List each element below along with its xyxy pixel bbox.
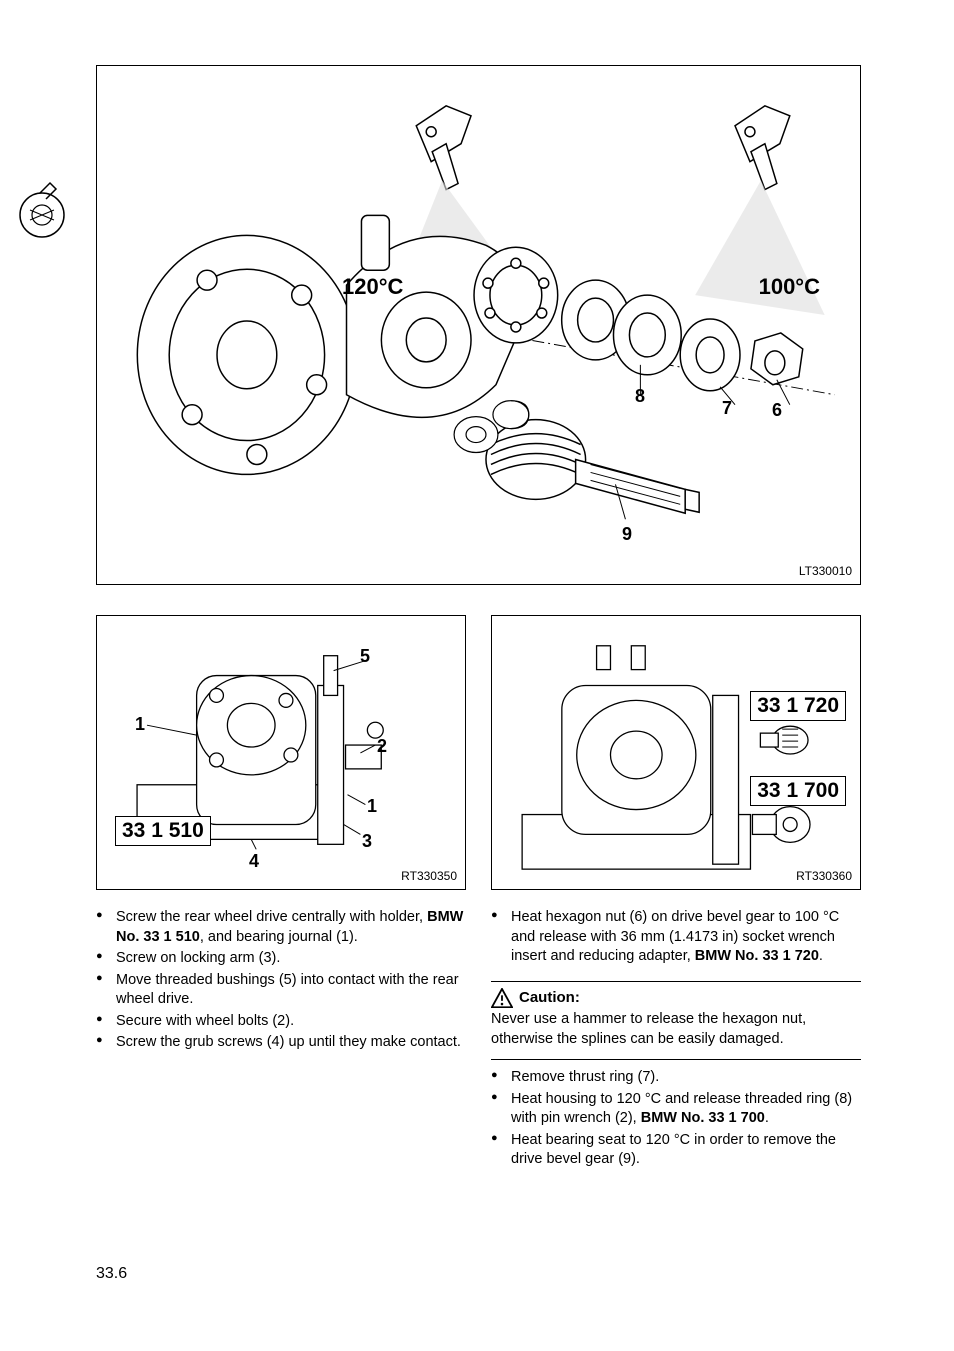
left-n5: 5 <box>360 646 370 667</box>
list-item: Move threaded bushings (5) into contact … <box>96 971 466 1010</box>
page-number: 33.6 <box>96 1265 127 1283</box>
list-item: Screw on locking arm (3). <box>96 949 466 969</box>
left-n1b: 1 <box>367 796 377 817</box>
list-item: Heat bearing seat to 120 °C in order to … <box>491 1131 861 1170</box>
caution-block: Caution: Never use a hammer to release t… <box>491 981 861 1049</box>
left-n1a: 1 <box>135 714 145 735</box>
right-callout-top: 33 1 720 <box>750 691 846 721</box>
main-n9: 9 <box>622 524 632 545</box>
temp-right: 100°C <box>759 274 820 300</box>
main-n7: 7 <box>722 398 732 419</box>
warning-icon <box>491 988 513 1008</box>
caution-body: Never use a hammer to release the hexago… <box>491 1010 861 1049</box>
main-n6: 6 <box>772 400 782 421</box>
figure-right-label: RT330360 <box>796 869 852 883</box>
left-n2: 2 <box>377 736 387 757</box>
list-item: Screw the grub screws (4) up until they … <box>96 1033 466 1053</box>
left-callout: 33 1 510 <box>115 816 211 846</box>
left-n4: 4 <box>249 851 259 872</box>
list-item: Heat housing to 120 °C and release threa… <box>491 1090 861 1129</box>
figure-right: 33 1 720 33 1 700 RT330360 <box>491 615 861 890</box>
main-n8: 8 <box>635 386 645 407</box>
right-callout-bottom: 33 1 700 <box>750 776 846 806</box>
right-column: Heat hexagon nut (6) on drive bevel gear… <box>491 908 861 1172</box>
list-item: Remove thrust ring (7). <box>491 1068 861 1088</box>
figure-main-svg <box>97 66 860 584</box>
page-content: 120°C 100°C 6 7 8 9 LT330010 <box>96 65 861 1172</box>
figure-main: 120°C 100°C 6 7 8 9 LT330010 <box>96 65 861 585</box>
left-column: Screw the rear wheel drive centrally wit… <box>96 908 466 1172</box>
list-item: Screw the rear wheel drive centrally wit… <box>96 908 466 947</box>
caution-heading: Caution: <box>519 988 580 1008</box>
right-bullet-list-top: Heat hexagon nut (6) on drive bevel gear… <box>491 908 861 967</box>
right-bullet-list-bottom: Remove thrust ring (7). Heat housing to … <box>491 1068 861 1170</box>
figure-left-label: RT330350 <box>401 869 457 883</box>
list-item: Secure with wheel bolts (2). <box>96 1012 466 1032</box>
figure-main-label: LT330010 <box>799 564 852 578</box>
separator <box>491 1059 861 1060</box>
left-n3: 3 <box>362 831 372 852</box>
list-item: Heat hexagon nut (6) on drive bevel gear… <box>491 908 861 967</box>
temp-left: 120°C <box>342 274 403 300</box>
left-bullet-list: Screw the rear wheel drive centrally wit… <box>96 908 466 1053</box>
figure-left: 1 5 2 1 3 4 33 1 510 RT330350 <box>96 615 466 890</box>
margin-icon <box>12 180 72 240</box>
